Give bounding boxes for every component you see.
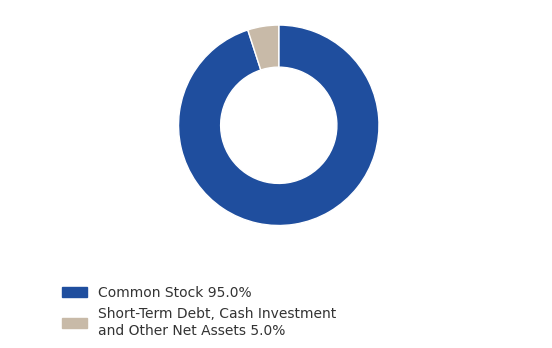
Wedge shape bbox=[178, 25, 379, 226]
Legend: Common Stock 95.0%, Short-Term Debt, Cash Investment
and Other Net Assets 5.0%: Common Stock 95.0%, Short-Term Debt, Cas… bbox=[62, 286, 337, 338]
Wedge shape bbox=[248, 25, 279, 70]
